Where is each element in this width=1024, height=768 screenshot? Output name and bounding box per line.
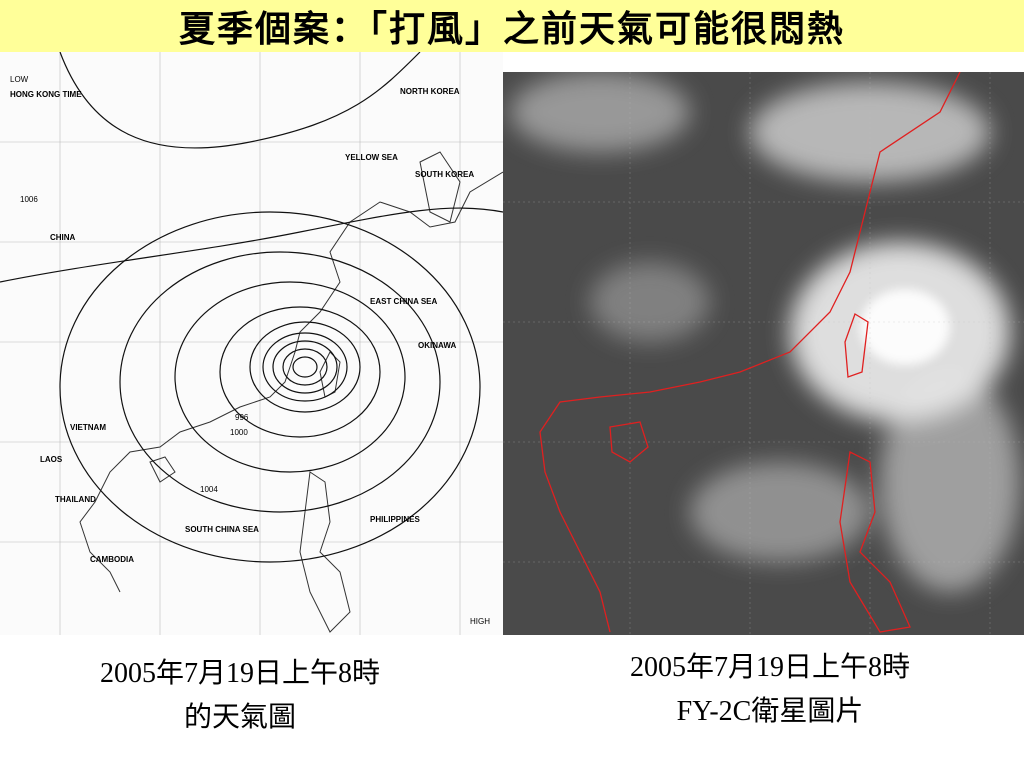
map-label: 1006 [20,195,38,204]
map-label: LOW [10,75,29,84]
right-caption: 2005年7月19日上午8時 FY-2C衛星圖片 [550,646,990,734]
map-label: HONG KONG TIME [10,90,82,99]
map-label: THAILAND [55,495,96,504]
map-label: VIETNAM [70,423,106,432]
map-label: CHINA [50,233,76,242]
caption-line: 2005年7月19日上午8時 [99,658,380,689]
map-label: 996 [235,413,249,422]
map-label: EAST CHINA SEA [370,297,437,306]
map-label: YELLOW SEA [345,153,398,162]
map-label: OKINAWA [418,341,456,350]
caption-line: 2005年7月19日上午8時 [629,652,910,683]
map-label: HIGH [470,617,490,626]
map-label: PHILIPPINES [370,515,420,524]
satellite-coastlines [539,72,961,633]
map-label: LAOS [40,455,63,464]
map-label: SOUTH CHINA SEA [185,525,259,534]
isobars [0,52,503,563]
weather-map: CHINA VIETNAM LAOS THAILAND CAMBODIA PHILIPPI… [0,52,503,635]
image-panels: CHINA VIETNAM LAOS THAILAND CAMBODIA PHILIPPI… [0,52,1024,635]
map-label: 1004 [200,485,218,494]
caption-line: 的天氣圖 [183,702,296,733]
map-label: CAMBODIA [90,555,134,564]
map-background [0,52,503,635]
satellite-image [503,72,1024,635]
map-label: 1000 [230,428,248,437]
caption-line: FY-2C衛星圖片 [676,696,864,727]
slide-title: 夏季個案：「打風」之前天氣可能很悶熱 [0,0,1024,52]
left-caption: 2005年7月19日上午8時 的天氣圖 [20,652,460,740]
satellite-grid [503,72,1024,635]
cloud-core [860,289,950,365]
map-label: NORTH KOREA [400,87,460,96]
map-label: SOUTH KOREA [415,170,474,179]
